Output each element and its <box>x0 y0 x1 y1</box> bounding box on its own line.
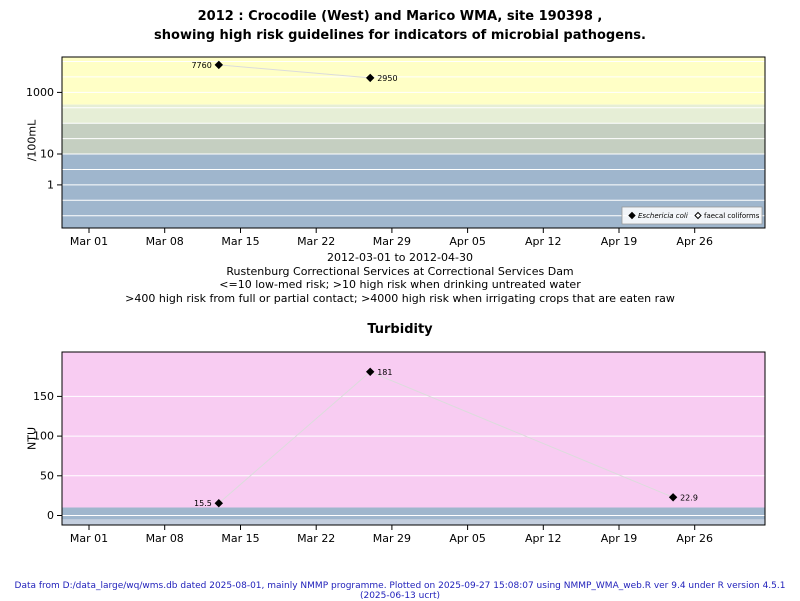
point-value-label: 181 <box>377 368 392 377</box>
x-tick-label: Mar 15 <box>221 235 259 248</box>
x-tick-label: Mar 08 <box>146 235 184 248</box>
x-tick-label: Mar 29 <box>373 532 411 545</box>
x-tick-label: Mar 29 <box>373 235 411 248</box>
risk-band <box>62 519 765 525</box>
risk-band <box>62 507 765 520</box>
turbidity-chart: Mar 01 Mar 08 Mar 15 Mar 22 Mar 29 Apr 05 Apr … <box>33 351 766 545</box>
open-diamond-marker <box>694 211 702 220</box>
chart1-title-line1: 2012 : Crocodile (West) and Marico WMA, … <box>197 9 603 24</box>
x-tick-label: Mar 22 <box>297 235 335 248</box>
point-value-label: 22.9 <box>680 493 698 502</box>
filled-diamond-marker <box>214 498 224 508</box>
legend-box <box>621 206 763 225</box>
x-tick-label: Mar 08 <box>146 532 184 545</box>
chart1-y-axis-label: /100mL <box>25 119 39 162</box>
filled-diamond-marker <box>628 211 636 220</box>
plot-border <box>61 56 766 229</box>
legend-label: faecal coliforms <box>704 212 760 220</box>
chart1-title: 2012 : Crocodile (West) and Marico WMA, … <box>0 7 800 45</box>
footer-note: Data from D:/data_large/wq/wms.db dated … <box>14 581 786 601</box>
chart1-caption: 2012-03-01 to 2012-04-30 Rustenburg Corr… <box>0 251 800 305</box>
microbial-pathogens-chart: Mar 01 Mar 08 Mar 15 Mar 22 Mar 29 Apr 05 Apr … <box>26 56 766 248</box>
x-tick-label: Apr 19 <box>601 235 638 248</box>
x-tick-label: Apr 12 <box>525 532 562 545</box>
plot-border <box>61 351 766 526</box>
chart2-y-axis-label: NTU <box>25 427 39 450</box>
filled-diamond-marker <box>365 73 375 83</box>
chart1-title-line2: showing high risk guidelines for indicat… <box>154 28 646 43</box>
filled-diamond-marker <box>365 367 375 377</box>
x-tick-label: Apr 19 <box>601 532 638 545</box>
caption-date-range: 2012-03-01 to 2012-04-30 <box>327 251 473 264</box>
chart2-title: Turbidity <box>367 322 433 337</box>
x-tick-label: Apr 05 <box>449 532 486 545</box>
risk-band <box>62 57 765 105</box>
caption-risk-line2: >400 high risk from full or partial cont… <box>125 291 675 305</box>
point-value-label: 2950 <box>377 74 397 83</box>
x-tick-label: Mar 01 <box>70 532 108 545</box>
risk-band <box>62 104 765 124</box>
x-tick-label: Mar 01 <box>70 235 108 248</box>
filled-diamond-marker <box>668 493 678 502</box>
x-tick-label: Apr 05 <box>449 235 486 248</box>
y-tick-label: 100 <box>33 430 54 443</box>
y-tick-label: 0 <box>47 509 54 522</box>
caption-risk-line1: <=10 low-med risk; >10 high risk when dr… <box>219 278 581 291</box>
x-tick-label: Mar 22 <box>297 532 335 545</box>
x-tick-label: Apr 12 <box>525 235 562 248</box>
x-tick-label: Apr 26 <box>676 532 713 545</box>
y-tick-label: 1000 <box>26 86 54 99</box>
y-tick-label: 50 <box>40 469 54 482</box>
filled-diamond-marker <box>214 60 224 70</box>
point-value-label: 15.5 <box>194 499 212 508</box>
point-value-label: 7760 <box>191 61 211 70</box>
y-tick-label: 1 <box>47 178 54 191</box>
y-tick-label: 10 <box>40 148 54 161</box>
legend-label: Eschericia coli <box>638 212 688 220</box>
series-line <box>218 64 371 79</box>
x-tick-label: Apr 26 <box>676 235 713 248</box>
x-tick-label: Mar 15 <box>221 532 259 545</box>
caption-site-name: Rustenburg Correctional Services at Corr… <box>226 264 574 278</box>
risk-band <box>62 352 765 508</box>
y-tick-label: 150 <box>33 390 54 403</box>
